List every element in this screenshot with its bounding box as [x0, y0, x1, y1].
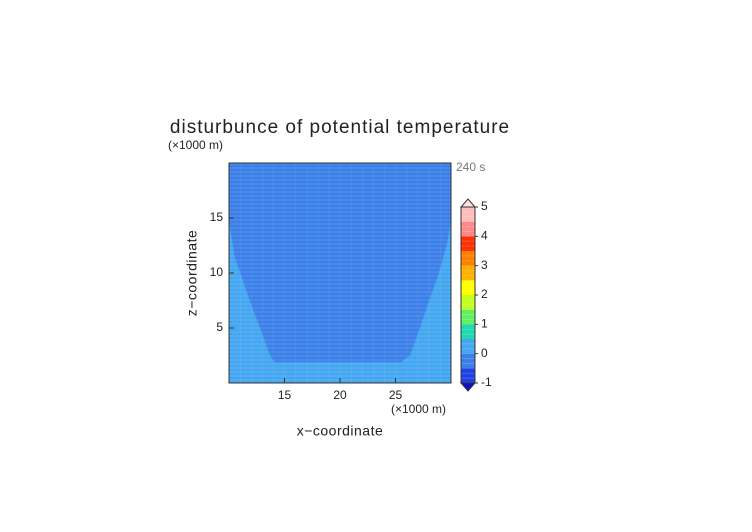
x-unit: (×1000 m)	[391, 402, 446, 416]
y-tick-label: 15	[210, 210, 224, 224]
time-label: 240 s	[456, 160, 485, 174]
chart-title: disturbunce of potential temperature	[170, 117, 510, 138]
colorbar-band	[461, 221, 475, 237]
colorbar-band	[461, 295, 475, 310]
colorbar-band	[461, 280, 475, 295]
x-axis-label: x−coordinate	[297, 423, 384, 439]
x-tick-label: 15	[278, 388, 292, 402]
colorbar-tick-label: 0	[481, 346, 488, 360]
x-tick-label: 20	[333, 388, 347, 402]
x-tick-label: 25	[389, 388, 403, 402]
y-tick-label: 5	[216, 320, 223, 334]
colorbar-band	[461, 309, 475, 325]
colorbar-over	[459, 198, 477, 208]
y-unit: (×1000 m)	[168, 138, 223, 152]
y-axis-label: z−coordinate	[184, 230, 200, 317]
colorbar-tick-label: 5	[481, 199, 488, 213]
colorbar-band	[461, 265, 475, 281]
overlay: 15 20 25 5 10 15	[210, 162, 452, 402]
colorbar-band	[461, 236, 475, 251]
colorbar-tick-label: 1	[481, 317, 488, 331]
colorbar-band	[461, 324, 475, 339]
colorbar-tick-label: 4	[481, 229, 488, 243]
colorbar-tick-label: 2	[481, 287, 488, 301]
colorbar-tick-label: 3	[481, 258, 488, 272]
y-tick-label: 10	[210, 265, 224, 279]
grid-stripes	[229, 163, 451, 383]
colorbar-band	[461, 207, 475, 222]
colorbar-band	[461, 353, 475, 369]
colorbar-band	[461, 368, 475, 383]
colorbar-tick-label: -1	[481, 375, 492, 389]
colorbar-band	[461, 251, 475, 266]
colorbar-band	[461, 339, 475, 354]
colorbar-under	[459, 382, 477, 392]
